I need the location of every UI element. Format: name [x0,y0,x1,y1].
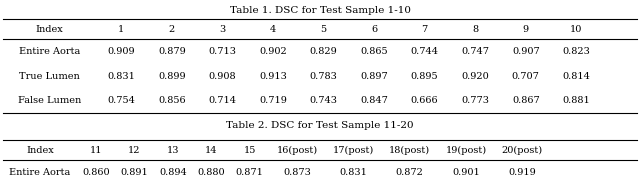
Text: 0.891: 0.891 [120,168,148,177]
Text: 0.754: 0.754 [108,96,135,105]
Text: 0.829: 0.829 [310,47,337,56]
Text: 11: 11 [90,146,102,155]
Text: 0.901: 0.901 [452,168,480,177]
Text: 14: 14 [205,146,218,155]
Text: 0.744: 0.744 [411,47,438,56]
Text: 5: 5 [321,25,326,34]
Text: 0.894: 0.894 [159,168,187,177]
Text: 0.831: 0.831 [108,72,135,81]
Text: 0.823: 0.823 [563,47,590,56]
Text: 3: 3 [220,25,225,34]
Text: 0.899: 0.899 [158,72,186,81]
Text: Index: Index [26,146,54,155]
Text: 13: 13 [166,146,179,155]
Text: False Lumen: False Lumen [18,96,81,105]
Text: 0.879: 0.879 [158,47,186,56]
Text: 0.907: 0.907 [512,47,540,56]
Text: 0.860: 0.860 [82,168,110,177]
Text: 0.919: 0.919 [508,168,536,177]
Text: 0.707: 0.707 [512,72,540,81]
Text: 17(post): 17(post) [333,146,374,155]
Text: 8: 8 [472,25,478,34]
Text: 0.871: 0.871 [236,168,264,177]
Text: 20(post): 20(post) [502,146,543,155]
Text: 0.814: 0.814 [563,72,590,81]
Text: 0.847: 0.847 [360,96,388,105]
Text: Entire Aorta: Entire Aorta [19,47,80,56]
Text: 0.865: 0.865 [360,47,388,56]
Text: 0.856: 0.856 [158,96,186,105]
Text: 0.920: 0.920 [461,72,489,81]
Text: 0.831: 0.831 [339,168,367,177]
Text: Entire Aorta: Entire Aorta [10,168,70,177]
Text: 0.872: 0.872 [396,168,424,177]
Text: 16(post): 16(post) [276,146,317,155]
Text: 0.743: 0.743 [310,96,337,105]
Text: 0.909: 0.909 [108,47,135,56]
Text: 1: 1 [118,25,124,34]
Text: 7: 7 [422,25,428,34]
Text: 15: 15 [243,146,256,155]
Text: Table 1. DSC for Test Sample 1-10: Table 1. DSC for Test Sample 1-10 [230,6,410,15]
Text: 0.881: 0.881 [563,96,590,105]
Text: 9: 9 [523,25,529,34]
Text: 6: 6 [371,25,377,34]
Text: 0.873: 0.873 [283,168,311,177]
Text: 0.666: 0.666 [411,96,438,105]
Text: 0.773: 0.773 [461,96,489,105]
Text: 0.913: 0.913 [259,72,287,81]
Text: 10: 10 [570,25,582,34]
Text: 0.897: 0.897 [360,72,388,81]
Text: 19(post): 19(post) [445,146,486,155]
Text: Index: Index [36,25,63,34]
Text: 0.714: 0.714 [209,96,236,105]
Text: True Lumen: True Lumen [19,72,80,81]
Text: 0.880: 0.880 [197,168,225,177]
Text: 12: 12 [128,146,141,155]
Text: 0.867: 0.867 [512,96,540,105]
Text: 4: 4 [270,25,276,34]
Text: 0.902: 0.902 [259,47,287,56]
Text: 0.747: 0.747 [461,47,489,56]
Text: 0.908: 0.908 [209,72,236,81]
Text: 0.719: 0.719 [259,96,287,105]
Text: 2: 2 [169,25,175,34]
Text: 18(post): 18(post) [389,146,430,155]
Text: 0.713: 0.713 [209,47,236,56]
Text: 0.895: 0.895 [411,72,438,81]
Text: 0.783: 0.783 [310,72,337,81]
Text: Table 2. DSC for Test Sample 11-20: Table 2. DSC for Test Sample 11-20 [226,121,414,130]
